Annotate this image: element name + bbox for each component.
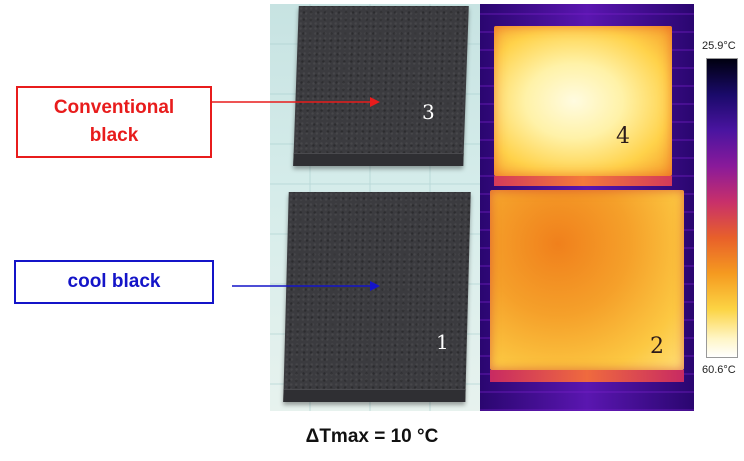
tile-number-2: 2 [650,334,664,359]
callout-line-2: black [89,125,139,146]
thermal-tile-bottom [490,190,684,382]
scale-min-label: 25.9°C [702,40,736,52]
tile-edge [283,389,466,402]
delta-t-caption: ΔTmax = 10 °C [305,426,439,447]
tile-number-3: 3 [422,100,435,124]
conventional-black-tile-photo [293,6,469,166]
scale-max-label: 60.6°C [702,364,736,376]
visible-photo: 3 1 [270,4,480,411]
thermal-image: 4 2 [480,4,694,411]
thermal-tile-edge [490,370,684,382]
tile-edge [293,153,464,166]
tile-number-1: 1 [436,330,449,354]
cool-black-callout: cool black [14,260,214,304]
callout-line-1: Conventional [53,97,175,118]
thermal-tile-top [494,26,672,186]
conventional-black-callout: Conventional black [16,86,212,158]
cool-black-tile-photo [283,192,471,402]
callout-label: cool black [67,271,161,292]
temperature-color-scale [706,58,738,358]
thermal-tile-edge [494,176,672,186]
tile-number-4: 4 [616,124,630,149]
blue-arrow [232,281,380,291]
red-arrow [212,97,380,107]
